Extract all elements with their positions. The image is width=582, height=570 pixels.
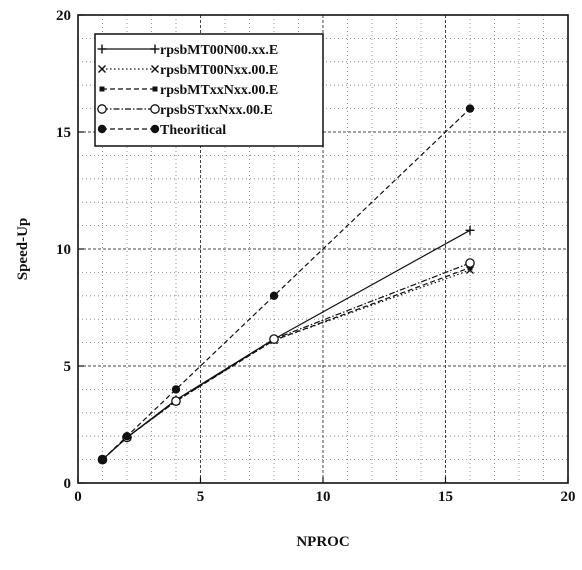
- legend-marker: [150, 124, 160, 134]
- legend-label: Theoritical: [160, 123, 226, 138]
- legend-marker: [98, 65, 106, 73]
- x-tick-labels: 0 5 10 15 20: [74, 477, 576, 505]
- x-tick-label: 10: [316, 489, 331, 505]
- y-tick-label: 10: [56, 242, 71, 258]
- data-point: [122, 432, 132, 441]
- legend-label: rpsbSTxxNxx.00.E: [160, 103, 273, 118]
- legend-marker: [151, 65, 159, 73]
- x-tick-label: 20: [561, 489, 576, 505]
- data-series: [97, 104, 475, 465]
- x-tick-label: 0: [74, 489, 82, 505]
- legend-box: [94, 33, 324, 147]
- data-point: [171, 396, 181, 406]
- legend: rpsbMT00N00.xx.E rpsbMT00Nxx.00.E rpsbMTxx…: [94, 33, 324, 147]
- data-point: [269, 291, 279, 300]
- data-point: [465, 104, 475, 113]
- marker-stroke: [151, 65, 159, 73]
- y-tick-label: 5: [64, 359, 72, 375]
- data-point: [171, 385, 181, 394]
- legend-marker: [97, 124, 107, 134]
- y-tick-label: 20: [56, 8, 71, 24]
- data-point: [98, 455, 107, 464]
- legend-label: rpsbMTxxNxx.00.E: [160, 83, 278, 98]
- legend-label: rpsbMT00N00.xx.E: [160, 43, 278, 58]
- legend-marker: [97, 104, 107, 114]
- data-point: [465, 225, 475, 235]
- legend-marker: [150, 44, 160, 54]
- legend-marker: [152, 86, 158, 92]
- y-tick-label: 15: [56, 125, 71, 141]
- data-point: [465, 258, 475, 268]
- legend-marker: [97, 44, 107, 54]
- marker-stroke: [98, 65, 106, 73]
- x-tick-label: 15: [438, 489, 453, 505]
- x-tick-label: 5: [197, 489, 205, 505]
- y-tick-labels: 0 5 10 15 20: [56, 8, 84, 492]
- legend-marker: [99, 86, 105, 92]
- legend-label: rpsbMT00Nxx.00.E: [160, 63, 278, 78]
- legend-marker: [150, 104, 160, 114]
- y-axis-title: Speed-Up: [15, 218, 31, 281]
- data-point: [269, 334, 279, 344]
- series-5: [98, 104, 475, 464]
- y-tick-label: 0: [64, 476, 72, 492]
- x-axis-title: NPROC: [296, 534, 349, 550]
